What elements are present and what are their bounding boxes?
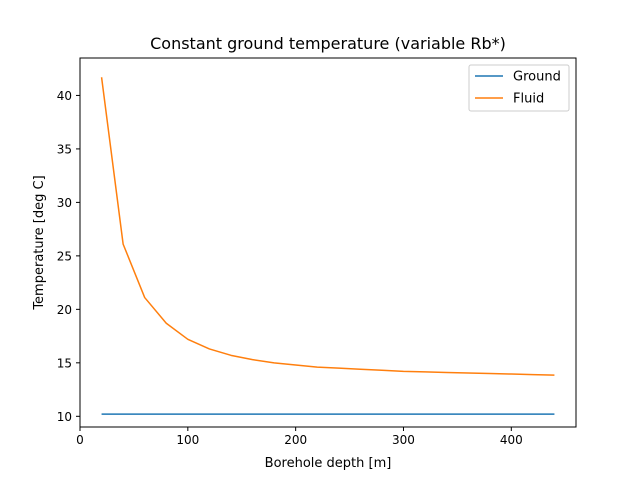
x-tick-label: 200 bbox=[284, 433, 307, 447]
chart-title: Constant ground temperature (variable Rb… bbox=[150, 34, 506, 53]
y-tick-label: 30 bbox=[57, 196, 72, 210]
plot-frame bbox=[79, 57, 577, 428]
series-line-fluid bbox=[100, 77, 555, 376]
plot-area bbox=[80, 58, 576, 427]
legend-fluid-label: Fluid bbox=[513, 92, 544, 107]
legend: Ground Fluid bbox=[468, 64, 570, 112]
y-tick-label: 10 bbox=[57, 410, 72, 424]
x-tick-label: 100 bbox=[176, 433, 199, 447]
y-axis-label: Temperature [deg C] bbox=[32, 175, 47, 310]
y-tick-label: 20 bbox=[57, 303, 72, 317]
x-axis-ticks: 0 100 200 300 400 bbox=[76, 427, 523, 447]
y-tick-label: 35 bbox=[57, 142, 72, 156]
x-tick-label: 0 bbox=[76, 433, 84, 447]
series-lines bbox=[100, 77, 555, 415]
legend-ground-label: Ground bbox=[513, 70, 561, 85]
x-tick-label: 400 bbox=[500, 433, 523, 447]
x-tick-label: 300 bbox=[392, 433, 415, 447]
x-axis-label: Borehole depth [m] bbox=[265, 456, 392, 471]
y-tick-label: 15 bbox=[57, 356, 72, 370]
y-axis-ticks: 10 15 20 25 30 35 40 bbox=[57, 89, 80, 424]
y-tick-label: 40 bbox=[57, 89, 72, 103]
y-tick-label: 25 bbox=[57, 249, 72, 263]
